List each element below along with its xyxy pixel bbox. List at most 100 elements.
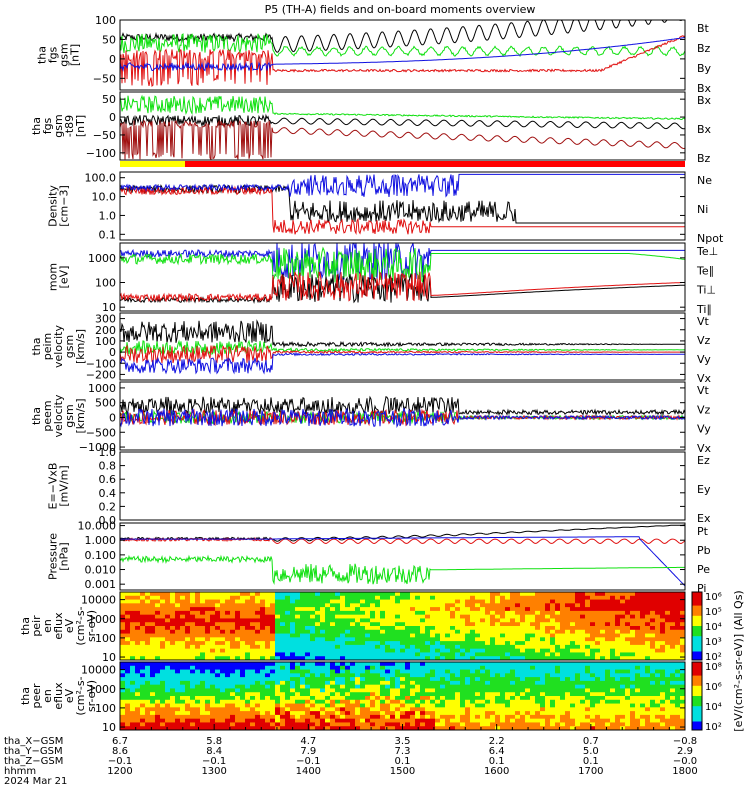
spectrogram-cell bbox=[450, 680, 456, 686]
spectrogram-cell bbox=[495, 718, 501, 724]
spectrogram-cell bbox=[620, 644, 626, 650]
spectrogram-cell bbox=[530, 665, 536, 671]
spectrogram-cell bbox=[385, 648, 391, 654]
spectrogram-cell bbox=[375, 648, 381, 654]
spectrogram-cell bbox=[565, 644, 571, 650]
spectrogram-cell bbox=[250, 677, 256, 682]
spectrogram-cell bbox=[450, 662, 456, 667]
spectrogram-cell bbox=[465, 610, 471, 616]
spectrogram-cell bbox=[245, 648, 251, 654]
spectrogram-cell bbox=[650, 592, 656, 597]
spectrogram-cell bbox=[240, 677, 246, 682]
spectrogram-cell bbox=[615, 714, 621, 720]
spectrogram-cell bbox=[540, 614, 546, 620]
spectrogram-cell bbox=[205, 677, 211, 682]
spectrogram-cell bbox=[520, 726, 526, 730]
spectrogram-cell bbox=[475, 711, 481, 716]
spectrogram-cell bbox=[285, 696, 291, 701]
spectrogram-cell bbox=[120, 718, 126, 724]
spectrogram-cell bbox=[235, 722, 241, 727]
spectrogram-cell bbox=[515, 652, 521, 657]
spectrogram-cell bbox=[510, 656, 516, 660]
spectrogram-cell bbox=[270, 673, 276, 678]
spectrogram-cell bbox=[360, 622, 366, 627]
spectrogram-cell bbox=[365, 652, 371, 657]
spectrogram-cell bbox=[160, 677, 166, 682]
spectrogram-cell bbox=[635, 688, 641, 693]
spectrogram-cell bbox=[160, 662, 166, 667]
spectrogram-cell bbox=[605, 595, 611, 601]
spectrogram-cell bbox=[290, 644, 296, 650]
spectrogram-cell bbox=[350, 648, 356, 654]
spectrogram-cell bbox=[390, 614, 396, 620]
spectrogram-cell bbox=[260, 592, 266, 597]
spectrogram-cell bbox=[310, 603, 316, 608]
spectrogram-cell bbox=[210, 629, 216, 635]
spectrogram-cell bbox=[455, 677, 461, 682]
spectrogram-cell bbox=[535, 688, 541, 693]
spectrogram-cell bbox=[435, 629, 441, 635]
spectrogram-cell bbox=[550, 711, 556, 716]
spectrogram-cell bbox=[210, 699, 216, 705]
spectrogram-cell bbox=[165, 662, 171, 667]
spectrogram-cell bbox=[305, 684, 311, 690]
spectrogram-cell bbox=[415, 711, 421, 716]
spectrogram-cell bbox=[180, 637, 186, 642]
spectrogram-cell bbox=[420, 644, 426, 650]
spectrogram-cell bbox=[150, 607, 156, 612]
spectrogram-cell bbox=[280, 637, 286, 642]
spectrogram-cell bbox=[650, 599, 656, 604]
spectrogram-cell bbox=[175, 626, 181, 631]
spectrogram-cell bbox=[660, 722, 666, 727]
spectrogram-cell bbox=[135, 703, 141, 708]
spectrogram-cell bbox=[195, 610, 201, 616]
spectrogram-cell bbox=[280, 648, 286, 654]
spectrogram-cell bbox=[510, 633, 516, 638]
spectrogram-cell bbox=[325, 711, 331, 716]
spectrogram-cell bbox=[625, 626, 631, 631]
spectrogram-cell bbox=[465, 662, 471, 667]
spectrogram-cell bbox=[225, 607, 231, 612]
colorbar-tick-label: 10⁴ bbox=[705, 702, 722, 713]
spectrogram-cell bbox=[165, 595, 171, 601]
spectrogram-cell bbox=[280, 688, 286, 693]
spectrogram-cell bbox=[195, 684, 201, 690]
spectrogram-cell bbox=[130, 684, 136, 690]
spectrogram-cell bbox=[555, 648, 561, 654]
spectrogram-cell bbox=[125, 626, 131, 631]
spectrogram-cell bbox=[355, 677, 361, 682]
spectrogram-cell bbox=[430, 722, 436, 727]
spectrogram-cell bbox=[555, 707, 561, 712]
spectrogram-cell bbox=[490, 595, 496, 601]
spectrogram-cell bbox=[285, 607, 291, 612]
spectrogram-cell bbox=[555, 726, 561, 730]
spectrogram-cell bbox=[360, 699, 366, 705]
spectrogram-cell bbox=[505, 711, 511, 716]
spectrogram-cell bbox=[330, 599, 336, 604]
spectrogram-cell bbox=[310, 662, 316, 667]
spectrogram-cell bbox=[680, 652, 685, 657]
spectrogram-cell bbox=[295, 618, 301, 623]
spectrogram-cell bbox=[145, 641, 151, 646]
spectrogram-cell bbox=[615, 656, 621, 660]
spectrogram-cell bbox=[325, 618, 331, 623]
spectrogram-cell bbox=[245, 633, 251, 638]
spectrogram-cell bbox=[545, 665, 551, 671]
spectrogram-cell bbox=[210, 680, 216, 686]
spectrogram-cell bbox=[670, 599, 676, 604]
spectrogram-cell bbox=[290, 626, 296, 631]
spectrogram-cell bbox=[295, 641, 301, 646]
series-ni bbox=[120, 183, 685, 224]
spectrogram-cell bbox=[305, 722, 311, 727]
spectrogram-cell bbox=[445, 637, 451, 642]
spectrogram-cell bbox=[580, 707, 586, 712]
spectrogram-cell bbox=[465, 718, 471, 724]
spectrogram-cell bbox=[245, 641, 251, 646]
spectrogram-cell bbox=[325, 680, 331, 686]
spectrogram-cell bbox=[515, 633, 521, 638]
spectrogram-cell bbox=[450, 673, 456, 678]
spectrogram-cell bbox=[490, 669, 496, 674]
spectrogram-cell bbox=[445, 595, 451, 601]
spectrogram-cell bbox=[470, 699, 476, 705]
spectrogram-cell bbox=[565, 673, 571, 678]
